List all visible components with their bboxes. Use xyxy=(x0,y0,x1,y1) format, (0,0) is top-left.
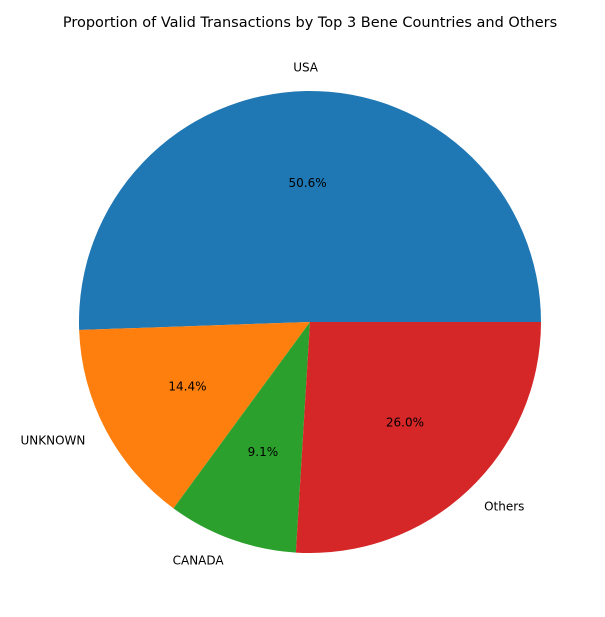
chart-title: Proportion of Valid Transactions by Top … xyxy=(63,15,557,31)
percent-label-usa: 50.6% xyxy=(289,176,327,190)
pie-labels: USA 50.6% UNKNOWN 14.4% CANADA 9.1% Others 26.0… xyxy=(20,60,524,567)
pie-slices xyxy=(78,90,542,554)
pie-slice-canada xyxy=(173,322,310,553)
percent-label-unknown: 14.4% xyxy=(168,379,206,393)
pie-slice-unknown xyxy=(79,322,311,509)
pie-slice-others xyxy=(295,322,541,554)
slice-label-usa: USA xyxy=(293,60,319,74)
percent-label-canada: 9.1% xyxy=(248,445,279,459)
slice-label-others: Others xyxy=(484,500,524,514)
pie-slice-usa xyxy=(78,90,542,330)
percent-label-others: 26.0% xyxy=(386,415,424,429)
slice-label-unknown: UNKNOWN xyxy=(20,433,85,447)
slice-label-canada: CANADA xyxy=(173,553,225,567)
